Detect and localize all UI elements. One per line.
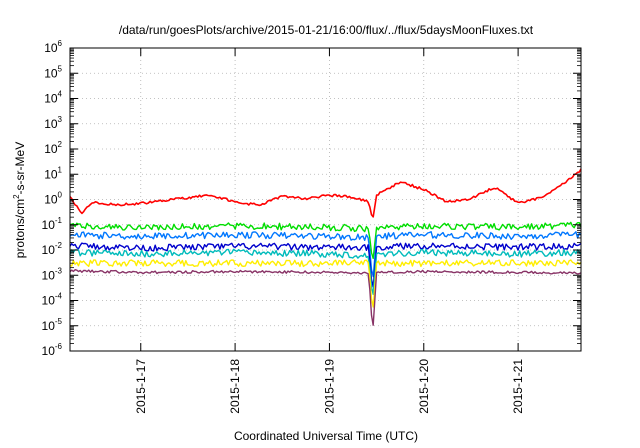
y-tick-label: 102 — [44, 140, 62, 156]
y-tick-label-exp: 2 — [58, 140, 63, 149]
series-layer — [69, 168, 582, 326]
y-tick-label-exp: 4 — [58, 90, 63, 99]
y-tick-label-base: 10 — [44, 117, 58, 131]
y-axis: 10-610-510-410-310-210-11001011021031041… — [42, 39, 581, 358]
y-tick-label-exp: -5 — [55, 317, 63, 326]
y-tick-label-base: 10 — [42, 344, 56, 358]
y-tick-label-base: 10 — [42, 218, 56, 232]
y-tick-label-base: 10 — [42, 243, 56, 257]
y-tick-label: 105 — [44, 64, 62, 80]
y-tick-label-base: 10 — [44, 92, 58, 106]
y-tick-label: 103 — [44, 115, 62, 131]
x-axis-label: Coordinated Universal Time (UTC) — [234, 429, 418, 443]
y-axis-label-sup: 2 — [12, 194, 21, 199]
y-tick-label-base: 10 — [42, 319, 56, 333]
y-tick-label-base: 10 — [42, 294, 56, 308]
y-tick-label-base: 10 — [42, 268, 56, 282]
series-line-3 — [69, 242, 582, 288]
chart-title: /data/run/goesPlots/archive/2015-01-21/1… — [119, 23, 534, 37]
y-tick-label: 106 — [44, 39, 62, 55]
y-tick-label: 10-4 — [42, 292, 63, 308]
y-tick-label: 104 — [44, 90, 62, 106]
y-tick-label-exp: 0 — [58, 191, 63, 200]
y-tick-label-exp: -6 — [55, 342, 63, 351]
series-line-0 — [69, 168, 582, 218]
y-tick-label: 10-1 — [42, 216, 63, 232]
y-tick-label-exp: 1 — [58, 165, 63, 174]
y-tick-label-exp: -2 — [55, 241, 63, 250]
y-tick-label: 10-3 — [42, 266, 63, 282]
y-tick-label-exp: 3 — [58, 115, 63, 124]
y-tick-label-base: 10 — [44, 66, 58, 80]
grid-layer — [70, 48, 581, 351]
y-tick-label-exp: -3 — [55, 266, 63, 275]
x-axis: 2015-1-17 2015-1-18 2015-1-19 2015-1-20 2015… — [134, 48, 525, 414]
x-tick-label: 2015-1-18 — [228, 359, 242, 414]
y-tick-label-base: 10 — [44, 167, 58, 181]
y-axis-label-base: protons/cm — [13, 199, 27, 258]
y-tick-label: 10-5 — [42, 317, 63, 333]
y-tick-label-exp: 5 — [58, 64, 63, 73]
y-tick-label: 100 — [44, 191, 62, 207]
x-tick-label: 2015-1-21 — [511, 359, 525, 414]
y-tick-label: 10-2 — [42, 241, 63, 257]
y-axis-label-rest: -s-sr-MeV — [13, 142, 27, 195]
y-tick-label-exp: 6 — [58, 39, 63, 48]
y-tick-label-base: 10 — [44, 41, 58, 55]
series-line-1 — [69, 221, 582, 260]
series-line-2 — [69, 230, 582, 278]
series-line-4 — [69, 248, 582, 295]
x-tick-label: 2015-1-20 — [417, 359, 431, 414]
series-line-5 — [69, 259, 582, 308]
y-axis-label: protons/cm2-s-sr-MeV — [12, 142, 27, 258]
series-line-6 — [69, 269, 582, 326]
x-tick-label: 2015-1-19 — [322, 359, 336, 414]
x-tick-label: 2015-1-17 — [134, 359, 148, 414]
y-tick-label: 101 — [44, 165, 62, 181]
y-tick-label-base: 10 — [44, 193, 58, 207]
y-tick-label-base: 10 — [44, 142, 58, 156]
y-tick-label-exp: -1 — [55, 216, 63, 225]
y-tick-label-exp: -4 — [55, 292, 63, 301]
y-tick-label: 10-6 — [42, 342, 63, 358]
